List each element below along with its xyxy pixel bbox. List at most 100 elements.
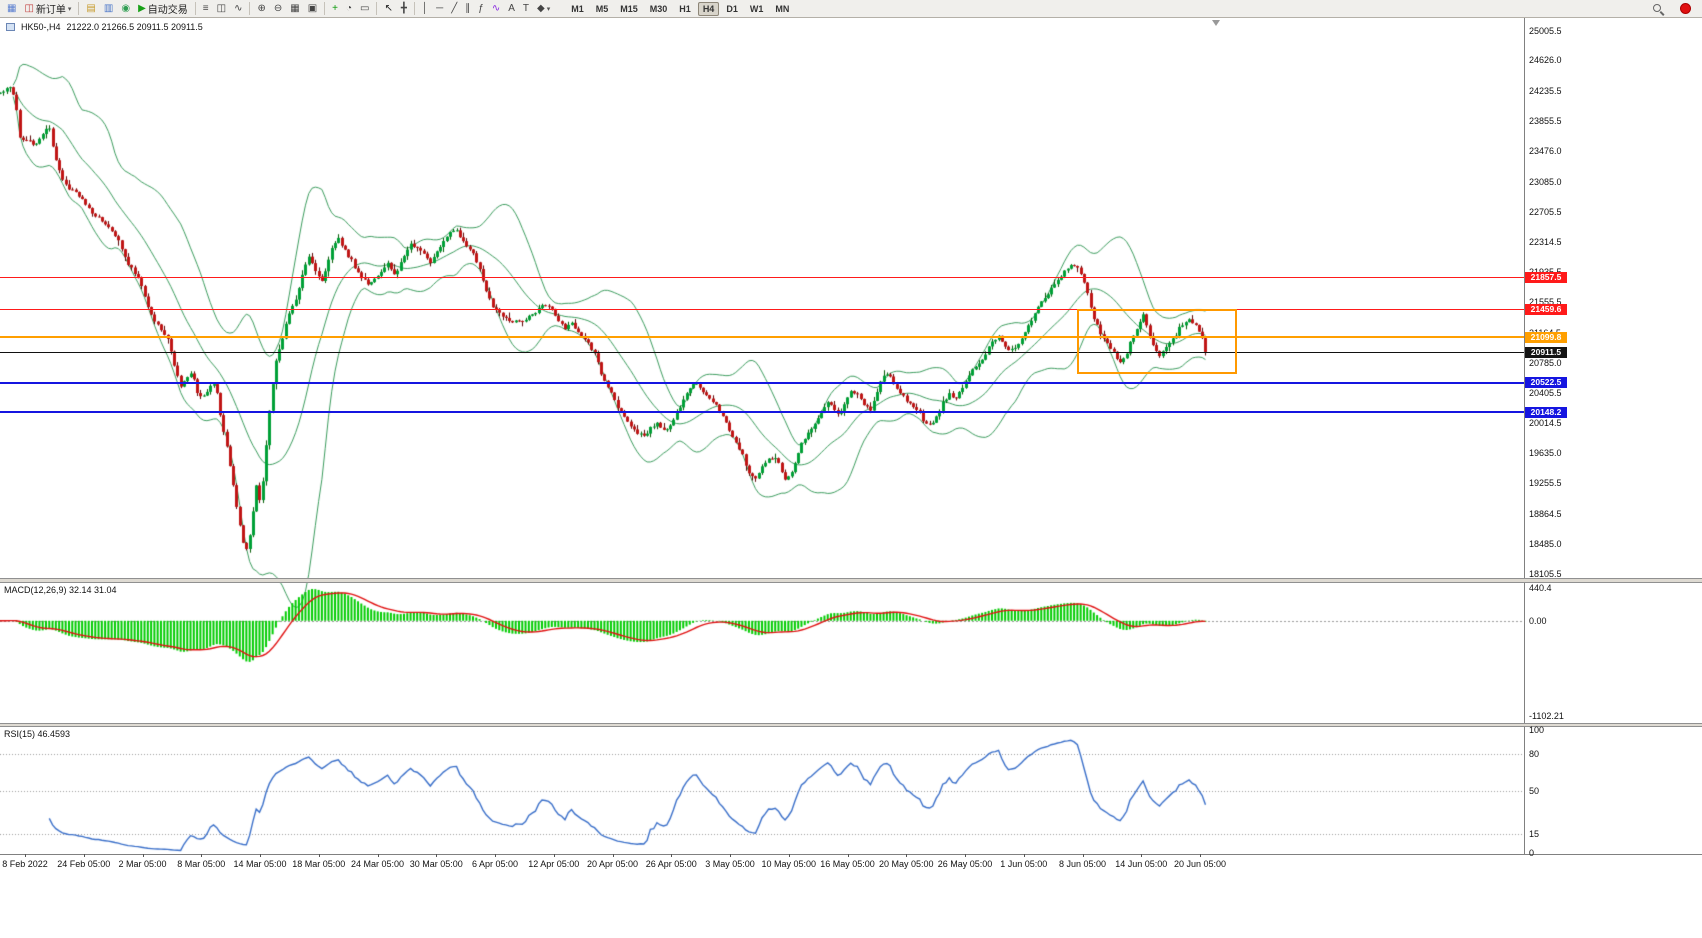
vertical-line-icon[interactable]: │ [418,1,432,17]
time-axis-label: 8 Jun 05:00 [1058,859,1107,869]
current-price-line [0,352,1524,354]
time-tick [25,854,26,857]
text-icon-glyph: A [508,2,515,14]
time-tick [142,854,144,857]
shapes-icon[interactable]: ◆ ▾ [533,1,554,17]
auto-trading-button[interactable]: ▶ 自动交易 [134,1,192,17]
time-tick [847,854,849,857]
price-scale-border [1524,18,1525,854]
shapes-icon-glyph: ◆ [537,2,545,14]
macd-axis-label: 0.00 [1529,616,1547,627]
rsi-axis-label: 100 [1529,724,1545,735]
price-tag-pivot-orange: 21099.8 [1525,331,1567,343]
price-axis-label: 20014.5 [1529,418,1562,429]
time-tick [1141,854,1143,857]
new-chart-icon[interactable]: ▥ [100,1,117,17]
add-indicator-icon[interactable]: + [328,1,342,17]
fibonacci-icon[interactable]: ƒ [474,1,488,17]
market-depth-icon[interactable]: ▤ [82,1,99,17]
panel-separator-macd-rsi[interactable] [0,723,1702,727]
periods-icon[interactable]: ◔ [342,1,356,17]
panel-separator-main-macd[interactable] [0,578,1702,583]
time-axis-label: 14 Jun 05:00 [1115,859,1168,869]
price-axis-label: 24235.5 [1529,86,1562,97]
time-tick [83,854,85,857]
timeframe-mn[interactable]: MN [775,3,790,14]
cursor-icon[interactable]: ↖ [380,1,396,17]
timeframe-h4[interactable]: H4 [697,1,720,16]
timeframe-m5[interactable]: M5 [595,3,609,14]
crosshair-icon[interactable]: ╋ [397,1,411,17]
timeframe-d1[interactable]: D1 [726,3,738,14]
price-axis-label: 19255.5 [1529,478,1562,488]
horizontal-line-icon[interactable]: ─ [432,1,447,17]
time-axis-label: 3 May 05:00 [705,859,755,869]
notification-badge[interactable] [1680,3,1691,14]
price-axis-label: 18105.5 [1529,568,1562,579]
price-axis-label: 20405.5 [1529,387,1562,398]
price-axis-label: 18485.0 [1529,538,1562,549]
price-axis-label: 24626.0 [1529,55,1562,66]
bar-chart-type-icon[interactable]: ≡ [199,1,213,17]
timeframe-m1[interactable]: M1 [571,3,584,14]
new-order-button[interactable]: ◫ 新订单 ▾ [20,1,75,17]
time-axis-label: 6 Apr 05:00 [471,859,519,869]
text-icon[interactable]: A [504,1,519,17]
trendline-icon[interactable]: ╱ [447,1,461,17]
symbol-ohlc: 21222.0 21266.5 20911.5 20911.5 [66,22,203,32]
hline-support-lower[interactable] [0,411,1524,414]
timeframe-m30[interactable]: M30 [649,3,668,14]
new-chart-icon-glyph: ▥ [103,2,114,14]
time-tick [201,854,203,857]
tile-windows-icon[interactable]: ▦ [286,1,303,17]
price-axis-label: 25005.5 [1529,25,1562,36]
channel-icon[interactable]: ∥ [461,1,474,17]
macd-label: MACD(12,26,9) 32.14 31.04 [4,585,117,595]
price-axis-label: 22314.5 [1529,237,1562,248]
cascade-windows-icon[interactable]: ▣ [304,1,321,17]
wave-icon[interactable]: ∿ [488,1,504,17]
rsi-axis-label: 50 [1529,786,1540,796]
highlight-rectangle[interactable] [1076,309,1238,374]
candlestick-type-icon[interactable]: ◫ [213,1,230,17]
time-tick [1082,854,1084,857]
horizontal-line-icon-glyph: ─ [436,2,444,14]
symbol-info: HK50-,H4 21222.0 21266.5 20911.5 20911.5 [6,22,203,32]
line-chart-type-icon-glyph: ∿ [234,2,243,14]
zoom-out-icon[interactable]: ⊖ [270,1,286,17]
window-chart-icon[interactable]: ▦ [3,1,20,17]
hline-support-upper[interactable] [0,381,1524,384]
time-scale-border [0,854,1702,855]
timeframe-w1[interactable]: W1 [749,3,764,14]
chart-shift-marker[interactable] [1212,20,1220,26]
timeframe-h1[interactable]: H1 [679,3,691,14]
price-axis-label: 22705.5 [1529,206,1562,217]
hline-pivot-orange[interactable] [0,336,1524,339]
wave-icon-glyph: ∿ [491,2,501,14]
hline-resistance-upper[interactable] [0,277,1524,279]
label-icon[interactable]: T [519,1,533,17]
time-axis-label: 8 Feb 2022 [2,859,48,869]
timeframe-m15[interactable]: M15 [620,3,638,14]
market-depth-icon-glyph: ▤ [86,2,96,14]
zoom-in-icon[interactable]: ⊕ [253,1,269,17]
search-icon[interactable] [1652,3,1664,15]
alert-icon[interactable]: ◉ [117,1,134,17]
templates-icon[interactable]: ▭ [356,1,373,17]
time-axis-label: 10 May 05:00 [761,859,817,869]
time-axis-label: 24 Mar 05:00 [350,859,405,869]
channel-icon-glyph: ∥ [465,2,471,14]
cursor-icon-glyph: ↖ [384,2,393,14]
new-order-button-glyph: ◫ [24,2,34,14]
time-axis-label: 24 Feb 05:00 [57,859,111,869]
price-axis-label: 23855.5 [1529,116,1562,126]
time-tick [318,854,320,857]
hline-resistance-lower[interactable] [0,308,1524,310]
time-tick [377,854,379,857]
zoom-out-icon-glyph: ⊖ [273,2,283,14]
symbol-name: HK50-,H4 [21,22,61,32]
caret-down-icon: ▾ [67,5,72,13]
line-chart-type-icon[interactable]: ∿ [230,1,246,17]
periods-icon-glyph: ◔ [345,2,353,14]
